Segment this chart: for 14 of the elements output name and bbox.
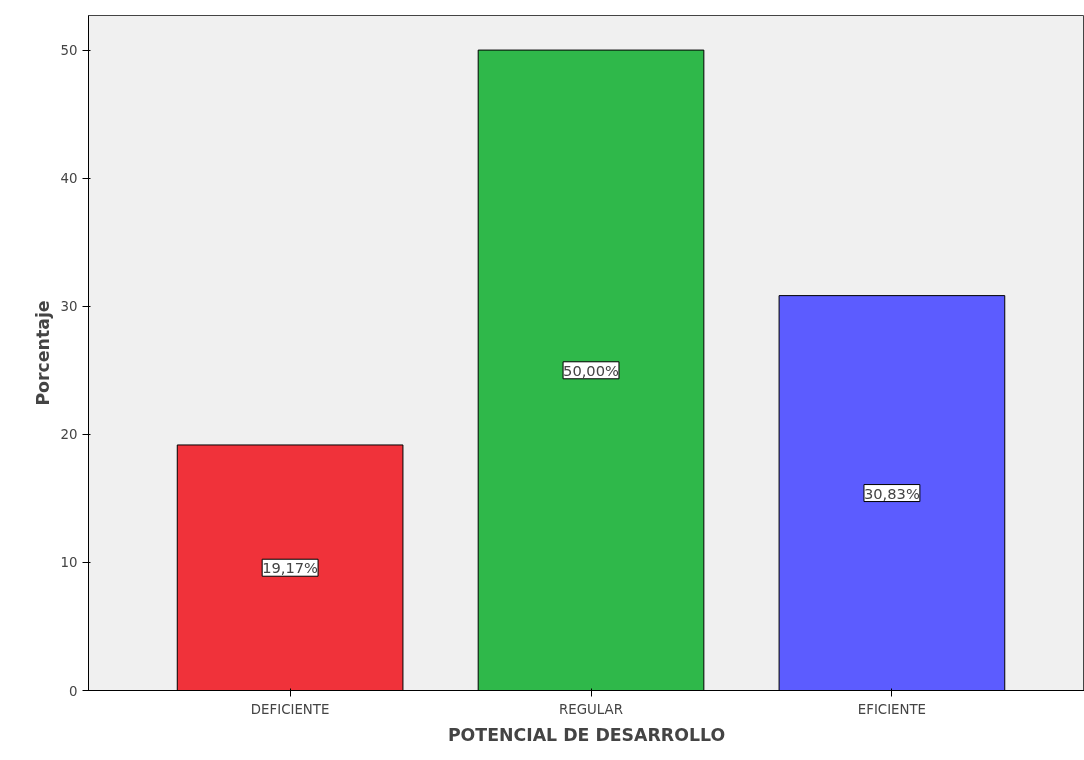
y-tick-label: 40 <box>60 171 78 187</box>
y-tick-label: 10 <box>60 555 78 571</box>
y-tick-label: 20 <box>60 427 78 443</box>
data-label: 19,17% <box>262 559 319 577</box>
y-axis-title: Porcentaje <box>32 300 53 406</box>
x-tick-label: REGULAR <box>559 701 623 717</box>
x-axis-title: POTENCIAL DE DESARROLLO <box>447 724 726 745</box>
y-tick-label: 0 <box>69 683 78 699</box>
x-tick-label: DEFICIENTE <box>250 701 330 717</box>
x-tick-label: EFICIENTE <box>857 701 927 717</box>
y-tick-label: 30 <box>60 299 78 315</box>
y-tick-label: 50 <box>60 43 78 59</box>
data-label: 30,83% <box>863 484 920 502</box>
data-label: 50,00% <box>563 361 620 379</box>
